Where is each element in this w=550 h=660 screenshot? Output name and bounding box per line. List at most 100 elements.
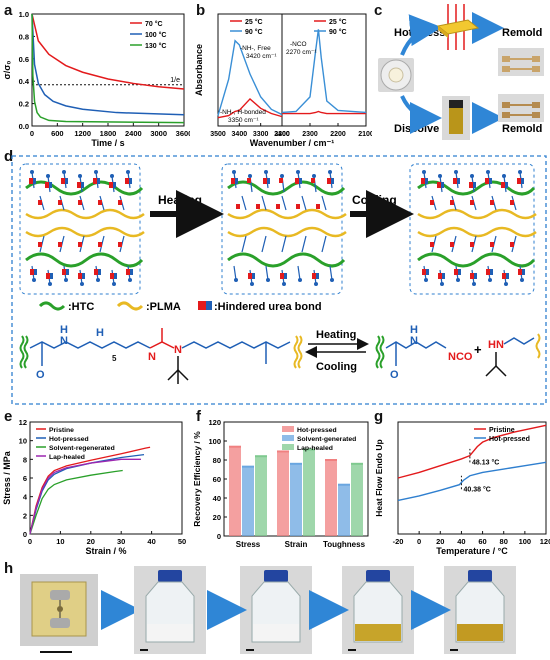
x-tick-label: 40	[147, 537, 155, 546]
legend-label: Hot-pressed	[489, 436, 530, 443]
urea-bond-red	[78, 200, 82, 205]
urea-bond-red	[490, 200, 494, 205]
x-tick-label: 2300	[302, 131, 318, 138]
chain-end	[422, 170, 426, 174]
chain-end	[282, 282, 286, 286]
urea-bond-red	[62, 269, 66, 275]
annotation-nh-free-wn: 3420 cm⁻¹	[246, 53, 277, 60]
chain-end	[328, 170, 332, 174]
plma-chain	[227, 226, 347, 238]
urea-bond-red	[126, 269, 130, 275]
bottle-photo-1	[134, 566, 206, 654]
chain-end	[424, 278, 428, 282]
x-tick-label: 3300	[253, 131, 269, 138]
chain-end	[280, 174, 284, 178]
panel-label-g: g	[374, 408, 384, 425]
panel-label-b: b	[196, 2, 206, 19]
urea-bond-red	[118, 242, 122, 247]
chain-end	[128, 278, 132, 282]
urea-bond-red	[450, 242, 454, 247]
y-axis-label: Heat Flow Endo Up	[374, 439, 384, 516]
svg-text:N: N	[410, 335, 418, 347]
remolded-specimens-bottom	[498, 94, 544, 122]
panel-d-scheme: Heating Cooling :HTC :PLMA :Hindered ure…	[11, 155, 547, 405]
urea-bond-red	[510, 200, 514, 205]
svg-text:Heating: Heating	[316, 329, 356, 341]
urea-bond-blue	[252, 273, 255, 279]
chain-end	[298, 278, 302, 282]
cooling-label: Cooling	[352, 193, 397, 207]
bar	[303, 449, 315, 536]
urea-bond-red	[311, 178, 315, 183]
urea-bond-blue	[490, 269, 493, 275]
urea-bond-blue	[522, 269, 525, 275]
legend-label: 90 °C	[329, 28, 347, 36]
urea-bond-red	[118, 200, 122, 205]
heating-label: Heating	[158, 193, 202, 207]
x-tick-label: 0	[417, 537, 421, 546]
chain-end	[504, 282, 508, 286]
panel-label-e: e	[4, 408, 13, 425]
chain-end	[30, 170, 34, 174]
annotation-nco-wn: 2270 cm⁻¹	[286, 49, 317, 56]
bottle-cap	[366, 570, 390, 582]
legend-label: Lap-healed	[297, 445, 333, 452]
series-25C-left	[217, 97, 283, 119]
urea-bond-red	[316, 204, 320, 209]
series-line	[397, 461, 547, 502]
y-tick-label: 0	[23, 530, 27, 539]
bottle-cap	[264, 570, 288, 582]
outer-dashed-frame	[11, 155, 547, 405]
plma-chain	[417, 226, 537, 238]
x-tick-label: 80	[500, 537, 508, 546]
svg-text::Hindered urea bond: :Hindered urea bond	[214, 301, 322, 313]
chain-end	[502, 174, 506, 178]
urea-bond-red	[78, 242, 82, 247]
chain-end	[62, 170, 66, 174]
chain-end	[32, 278, 36, 282]
crosslink	[321, 195, 327, 211]
series-line	[29, 469, 123, 535]
urea-bond-blue	[129, 178, 132, 184]
y-tick-label: 8	[23, 455, 27, 464]
urea-bond-red	[125, 178, 129, 184]
svg-text:N: N	[60, 335, 68, 347]
y-tick-label: 1.0	[19, 10, 29, 19]
urea-bond-red	[470, 242, 474, 247]
chain-end	[250, 282, 254, 286]
urea-bond-blue	[66, 269, 69, 275]
x-tick-label: 3400	[232, 131, 248, 138]
urea-bond-red	[450, 200, 454, 205]
y-tick-label: 0.4	[19, 77, 30, 86]
y-axis-label: Stress / MPa	[2, 450, 12, 505]
urea-bond-blue	[98, 269, 101, 275]
network-2	[227, 170, 347, 286]
y-axis-label: σ/σ₀	[2, 61, 12, 80]
urea-bond-red	[517, 178, 521, 184]
tg-label-pristine: 48.13 °C	[472, 459, 499, 467]
chain-end	[234, 278, 238, 282]
chem-left-molecule: O H N 5 H N N	[19, 324, 303, 384]
svg-text:NCO: NCO	[448, 351, 473, 363]
urea-bond-red	[490, 242, 494, 247]
chain-end	[96, 278, 100, 282]
urea-bond-blue	[50, 273, 53, 279]
category-label: Toughness	[323, 540, 366, 549]
urea-bond-red	[438, 273, 442, 279]
urea-bond-red	[93, 178, 97, 184]
bottle-cap	[468, 570, 492, 582]
legend-label: 130 °C	[145, 42, 166, 50]
legend-label: Pristine	[49, 427, 74, 434]
network-box-initial	[19, 163, 141, 295]
svg-text:H: H	[96, 327, 104, 339]
urea-bond-red	[110, 273, 114, 279]
urea-bond-blue	[33, 178, 36, 184]
legend-urea: :Hindered urea bond	[198, 301, 322, 313]
chain-end	[126, 170, 130, 174]
bar	[325, 460, 337, 536]
bottle-liquid	[457, 624, 503, 641]
x-tick-label: 100	[519, 537, 532, 546]
urea-bond-red	[58, 242, 62, 247]
annotation-nco: -NCO	[290, 41, 307, 48]
urea-bond-red	[236, 204, 240, 209]
